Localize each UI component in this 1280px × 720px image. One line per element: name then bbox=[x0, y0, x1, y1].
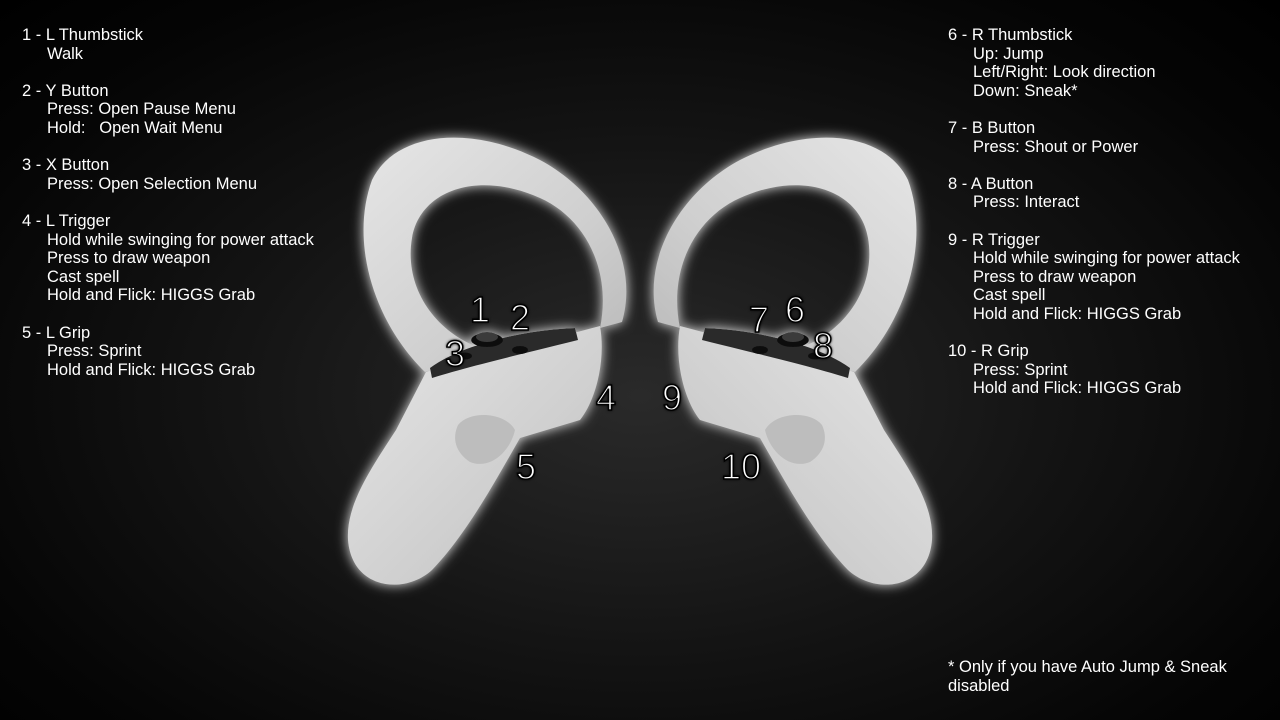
legend-line: Press to draw weapon bbox=[973, 267, 1137, 286]
legend-group-a-button: 8 - A Button Press: Interact bbox=[948, 175, 1240, 212]
legend-heading: 8 - A Button bbox=[948, 174, 1034, 193]
legend-line: Press: Open Selection Menu bbox=[47, 174, 258, 193]
callout-8: 8 bbox=[812, 325, 834, 366]
callout-1: 1 bbox=[469, 289, 491, 330]
legend-group-l-grip: 5 - L Grip Press: Sprint Hold and Flick:… bbox=[22, 324, 314, 380]
callout-2: 2 bbox=[509, 297, 531, 338]
legend-line: Press: Sprint bbox=[47, 342, 142, 361]
callout-3: 3 bbox=[444, 333, 466, 374]
legend-group-r-thumbstick: 6 - R Thumbstick Up: Jump Left/Right: Lo… bbox=[948, 26, 1240, 100]
left-controller-legend: 1 - L Thumbstick Walk 2 - Y Button Press… bbox=[22, 26, 314, 398]
legend-line: Left/Right: Look direction bbox=[973, 63, 1156, 82]
legend-line: Down: Sneak* bbox=[973, 81, 1078, 100]
legend-heading: 4 - L Trigger bbox=[22, 211, 111, 230]
callout-5: 5 bbox=[515, 446, 537, 487]
legend-line: Cast spell bbox=[973, 286, 1046, 305]
legend-line: Hold and Flick: HIGGS Grab bbox=[47, 360, 256, 379]
legend-line: Hold and Flick: HIGGS Grab bbox=[973, 304, 1182, 323]
footnote: * Only if you have Auto Jump & Sneak dis… bbox=[948, 658, 1227, 695]
callout-4: 4 bbox=[595, 377, 617, 418]
legend-line: Hold: Open Wait Menu bbox=[47, 118, 223, 137]
callout-7: 7 bbox=[748, 299, 770, 340]
legend-line: Up: Jump bbox=[973, 44, 1044, 63]
legend-line: Hold and Flick: HIGGS Grab bbox=[973, 379, 1182, 398]
legend-line: Hold while swinging for power attack bbox=[973, 249, 1240, 268]
legend-group-l-thumbstick: 1 - L Thumbstick Walk bbox=[22, 26, 314, 63]
legend-heading: 1 - L Thumbstick bbox=[22, 26, 144, 44]
legend-heading: 7 - B Button bbox=[948, 118, 1036, 137]
legend-group-x-button: 3 - X Button Press: Open Selection Menu bbox=[22, 156, 314, 193]
legend-line: Cast spell bbox=[47, 267, 120, 286]
legend-line: Press: Interact bbox=[973, 193, 1080, 212]
legend-heading: 2 - Y Button bbox=[22, 81, 109, 100]
legend-heading: 9 - R Trigger bbox=[948, 230, 1040, 249]
legend-group-b-button: 7 - B Button Press: Shout or Power bbox=[948, 119, 1240, 156]
legend-group-r-grip: 10 - R Grip Press: Sprint Hold and Flick… bbox=[948, 342, 1240, 398]
legend-heading: 5 - L Grip bbox=[22, 323, 91, 342]
legend-line: Press: Shout or Power bbox=[973, 137, 1139, 156]
legend-line: Walk bbox=[47, 44, 84, 63]
legend-line: Hold and Flick: HIGGS Grab bbox=[47, 286, 256, 305]
callout-10: 10 bbox=[720, 446, 762, 487]
right-vr-controller-image bbox=[653, 137, 933, 585]
legend-line: Hold while swinging for power attack bbox=[47, 230, 314, 249]
right-controller-legend: 6 - R Thumbstick Up: Jump Left/Right: Lo… bbox=[948, 26, 1240, 416]
left-vr-controller-image bbox=[347, 137, 627, 585]
legend-group-r-trigger: 9 - R Trigger Hold while swinging for po… bbox=[948, 231, 1240, 324]
legend-line: Press to draw weapon bbox=[47, 249, 211, 268]
legend-group-y-button: 2 - Y Button Press: Open Pause Menu Hold… bbox=[22, 82, 314, 138]
legend-line: Press: Open Pause Menu bbox=[47, 100, 236, 119]
legend-heading: 10 - R Grip bbox=[948, 342, 1029, 361]
callout-9: 9 bbox=[661, 377, 683, 418]
legend-heading: 3 - X Button bbox=[22, 156, 110, 175]
legend-heading: 6 - R Thumbstick bbox=[948, 26, 1073, 44]
legend-line: Press: Sprint bbox=[973, 360, 1068, 379]
callout-6: 6 bbox=[784, 289, 806, 330]
legend-group-l-trigger: 4 - L Trigger Hold while swinging for po… bbox=[22, 212, 314, 305]
